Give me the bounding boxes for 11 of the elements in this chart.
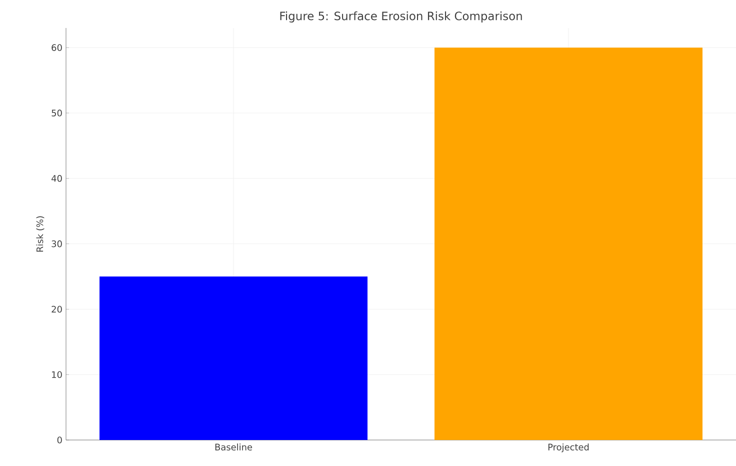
y-tick-label: 20 bbox=[52, 306, 62, 313]
y-tick-label: 0 bbox=[57, 436, 62, 444]
y-axis-title: Risk (%) bbox=[36, 216, 44, 252]
chart-title: Figure 5: Surface Erosion Risk Comparison bbox=[280, 11, 522, 22]
y-tick-label: 40 bbox=[52, 175, 62, 182]
x-tick-label: Baseline bbox=[215, 444, 252, 450]
y-tick-label: 50 bbox=[52, 110, 62, 116]
y-tick-label: 10 bbox=[52, 371, 62, 378]
y-tick-label: 30 bbox=[52, 240, 62, 248]
x-tick-label: Projected bbox=[548, 444, 589, 452]
y-tick-label: 60 bbox=[52, 44, 62, 52]
